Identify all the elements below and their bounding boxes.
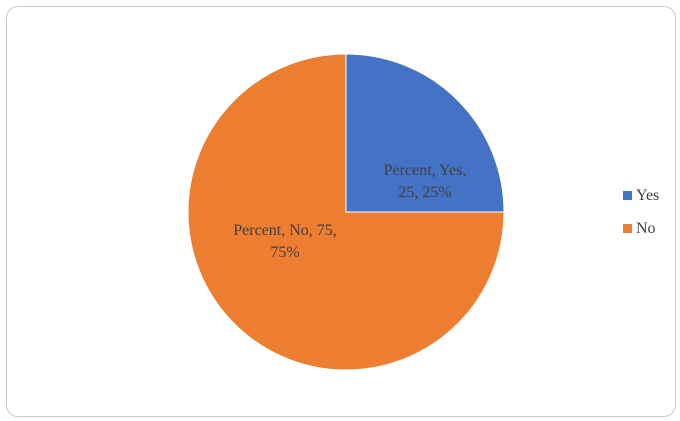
data-label-yes-line2: 25, 25%: [398, 184, 451, 201]
data-label-no-line2: 75%: [270, 244, 299, 261]
data-label-no-line1: Percent, No, 75,: [233, 222, 337, 239]
legend: Yes No: [623, 187, 659, 237]
data-label-yes-line1: Percent, Yes,: [384, 162, 467, 179]
legend-label-yes: Yes: [636, 187, 659, 204]
legend-label-no: No: [636, 220, 656, 237]
pie-slices: [187, 53, 505, 371]
legend-swatch-no: [623, 224, 632, 233]
legend-swatch-yes: [623, 191, 632, 200]
pie-slice-no: [187, 53, 505, 371]
pie-slice-yes: [345, 53, 505, 213]
